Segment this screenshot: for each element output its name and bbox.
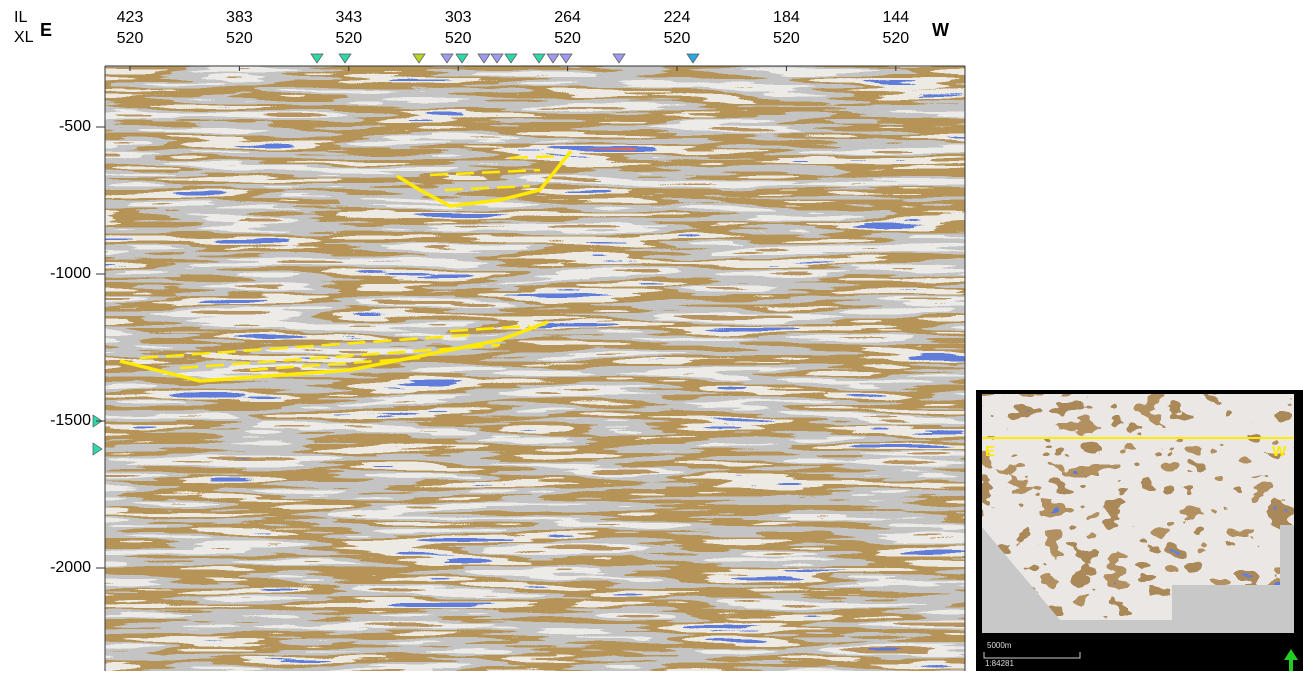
page: IL XL E W 423 520 383 520 343 520 303 520 264 520… [0,0,1303,671]
map-scale: 5000m [987,641,1012,650]
map-east: E [985,443,995,460]
east-label: E [40,20,52,40]
crossline-label: 520 [226,30,253,47]
crossline-label: 520 [117,30,144,47]
depth-label: -1500 [50,412,91,429]
inline-label: 423 [117,9,144,26]
west-label: W [932,20,949,40]
crossline-label: 520 [773,30,800,47]
depth-label: -500 [59,118,91,135]
map-ratio: 1:84281 [985,659,1014,668]
inline-label: 343 [335,9,362,26]
seismic-view: IL XL E W 423 520 383 520 343 520 303 520 264 520… [0,0,1303,671]
inline-label: 264 [554,9,581,26]
inline-label: 303 [445,9,472,26]
crossline-label: 520 [882,30,909,47]
inline-label: 184 [773,9,800,26]
depth-label: -2000 [50,559,91,576]
depth-label: -1000 [50,265,91,282]
inline-label: 383 [226,9,253,26]
crossline-label: 520 [335,30,362,47]
map-west: W [1272,443,1287,460]
crossline-label: 520 [664,30,691,47]
inline-label: 224 [664,9,691,26]
seismic-section [105,66,965,671]
xl-label: XL [14,29,34,46]
inline-label: 144 [882,9,909,26]
crossline-label: 520 [445,30,472,47]
crossline-label: 520 [554,30,581,47]
il-label: IL [14,9,27,26]
